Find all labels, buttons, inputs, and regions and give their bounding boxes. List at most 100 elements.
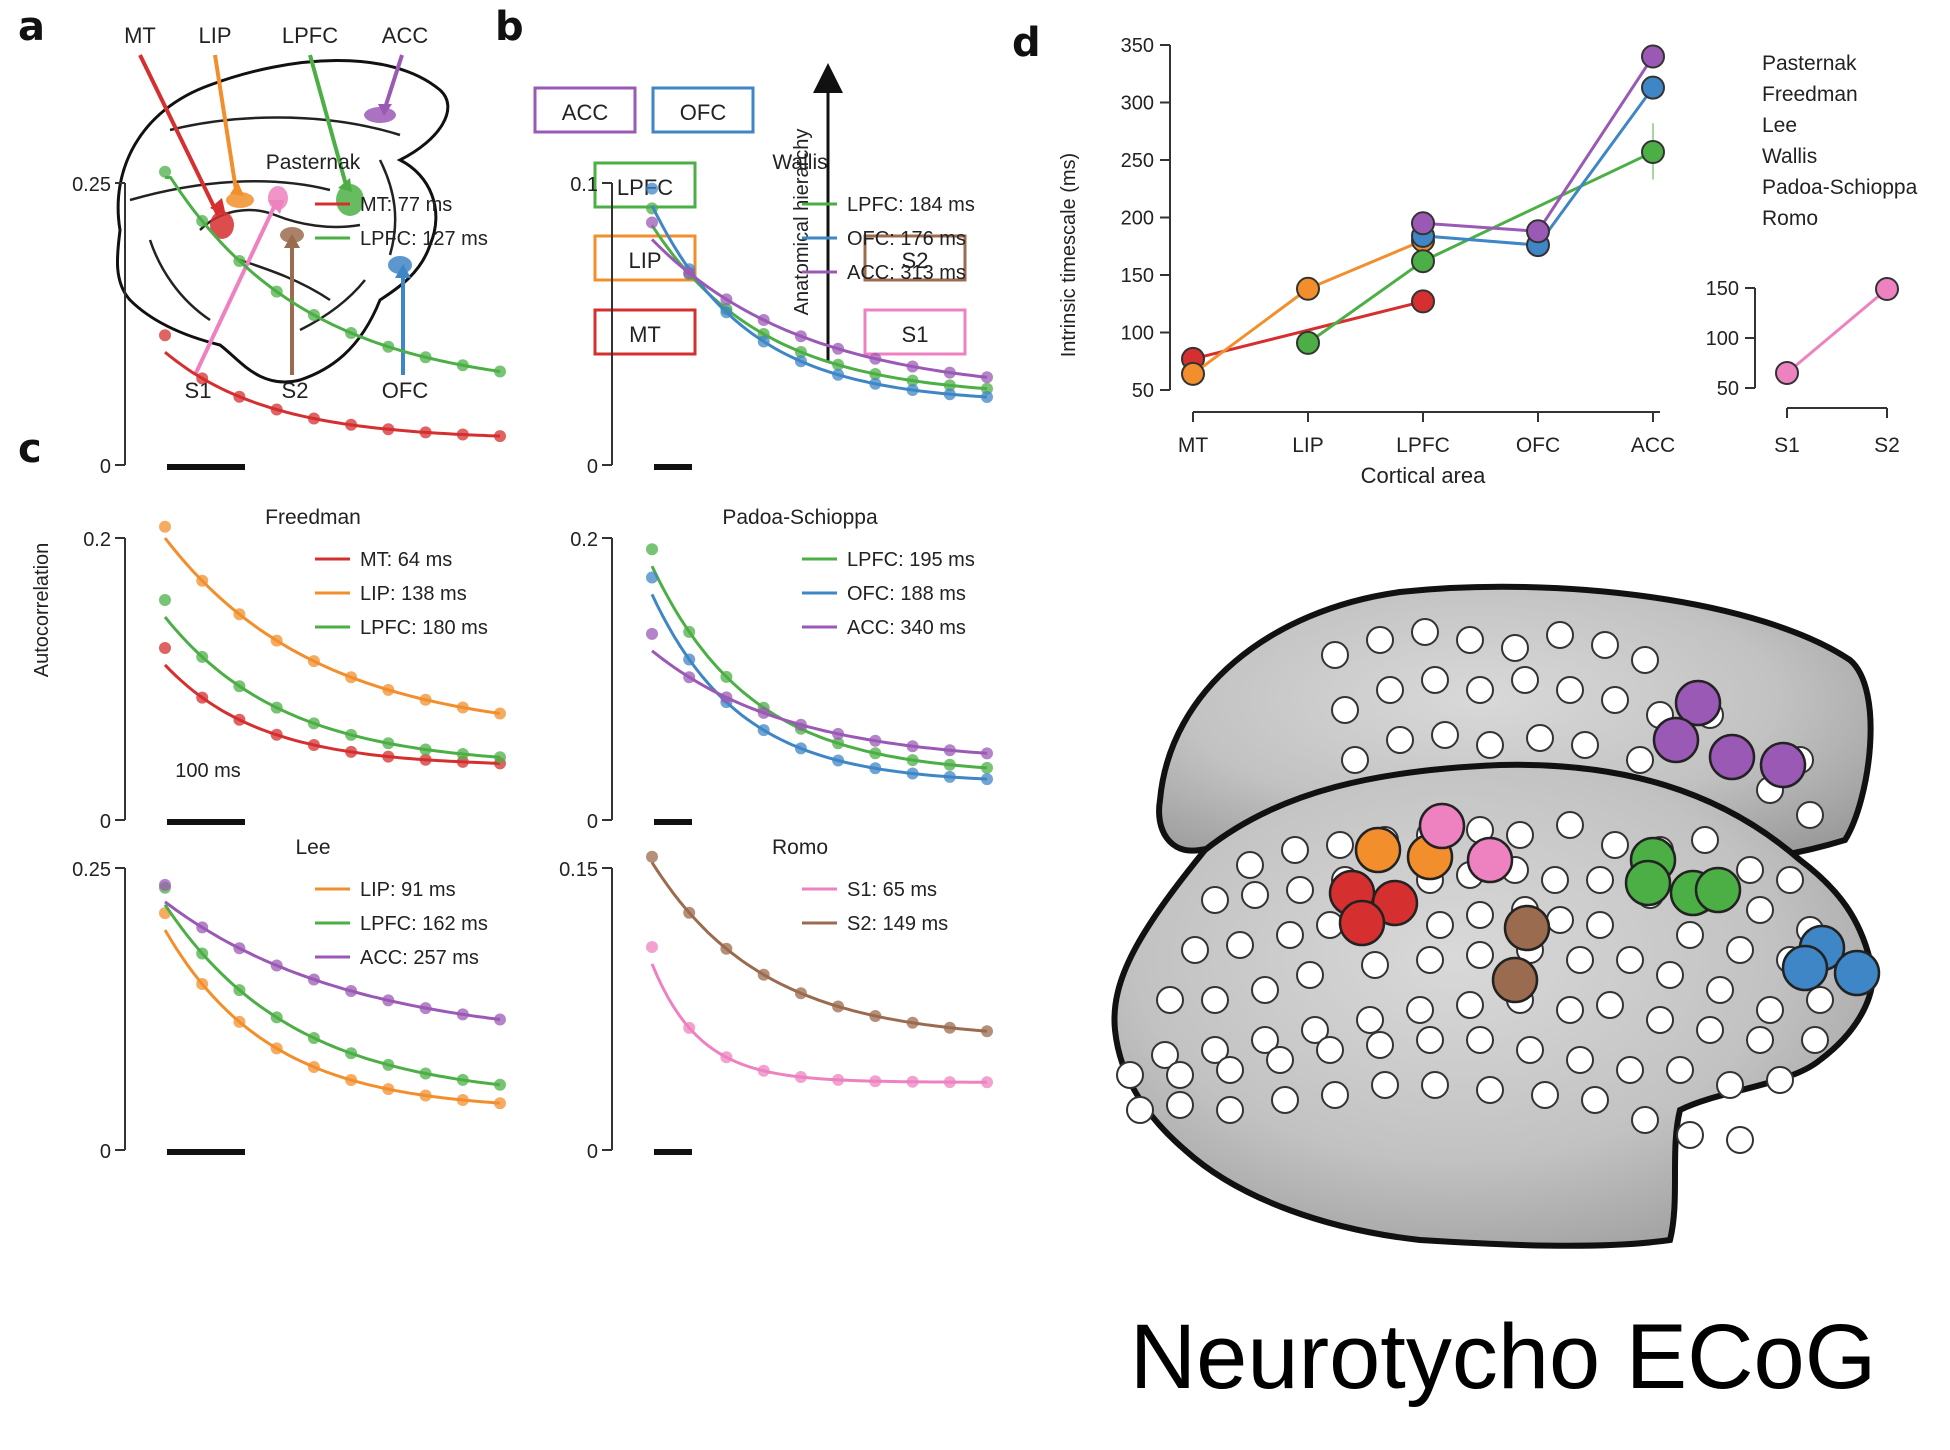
- electrode: [1386, 726, 1414, 754]
- data-point-s1: [794, 1071, 807, 1083]
- data-point-mt: [419, 426, 432, 439]
- panel-c-ylabel: Autocorrelation: [31, 543, 53, 678]
- y-tick-label: 0: [587, 811, 598, 833]
- electrode: [1506, 821, 1534, 849]
- electrode: [1501, 634, 1529, 662]
- electrode: [1556, 996, 1584, 1024]
- autocorr-subplot-lee: 0.25 0 Lee LIP: 91 ms LPFC: 162 ms ACC: 257 m…: [72, 836, 506, 1163]
- y-tick-label: 0: [100, 1141, 111, 1163]
- electrode: [1416, 946, 1444, 974]
- electrode: [1366, 1031, 1394, 1059]
- panel-letter-b: b: [495, 4, 524, 50]
- electrode: [1326, 831, 1354, 859]
- electrode: [1646, 1006, 1674, 1034]
- chart-y-tick-label: 100: [1121, 323, 1154, 345]
- data-point-mt: [307, 412, 320, 425]
- electrode: [1566, 946, 1594, 974]
- data-point-s2: [981, 1025, 993, 1038]
- electrode: [1726, 936, 1754, 964]
- data-point-lip: [345, 671, 358, 684]
- data-point-acc: [720, 691, 733, 704]
- subplot-title: Pasternak: [266, 151, 361, 174]
- legend-entry-lpfc: LPFC: 184 ms: [847, 194, 975, 216]
- legend-entry-ofc: OFC: 176 ms: [847, 228, 966, 250]
- chart-x-tick-label: LIP: [1292, 434, 1324, 457]
- data-point-s2: [683, 906, 696, 919]
- electrode: [1586, 911, 1614, 939]
- box-lip-label: LIP: [628, 248, 661, 273]
- data-point-lpfc: [159, 594, 171, 606]
- data-point-mt: [307, 739, 320, 751]
- arrow-s1: [193, 204, 277, 376]
- data-point-acc: [757, 314, 770, 326]
- electrode: [1746, 896, 1774, 924]
- series-point-lee: [1641, 140, 1665, 164]
- arrowhead-lip: [230, 182, 244, 196]
- electrode: [1411, 618, 1439, 646]
- fit-curve-lip: [163, 929, 501, 1105]
- electrode: [1581, 1086, 1609, 1114]
- chart-legend-pasternak: Pasternak: [1762, 52, 1857, 75]
- data-point-acc: [345, 985, 358, 997]
- electrode: [1406, 996, 1434, 1024]
- legend-entry-lpfc: LPFC: 127 ms: [360, 228, 488, 250]
- label-lip: LIP: [198, 23, 231, 48]
- data-point-lpfc: [456, 1073, 469, 1086]
- electrode: [1776, 866, 1804, 894]
- data-point-ofc: [832, 368, 845, 381]
- data-point-lpfc: [494, 1078, 506, 1091]
- subplot-title: Padoa-Schioppa: [722, 506, 878, 529]
- electrode: [1201, 986, 1229, 1014]
- inset-line: [1786, 287, 1888, 375]
- box-s1-label: S1: [902, 322, 929, 347]
- data-point-ofc: [869, 762, 882, 775]
- data-point-lip: [196, 978, 209, 990]
- brain-sulcus: [169, 116, 401, 137]
- electrode: [1616, 946, 1644, 974]
- fit-curve-lpfc: [163, 903, 501, 1087]
- inset-y-tick-label: 50: [1717, 378, 1739, 400]
- data-point-lpfc: [233, 984, 246, 997]
- inset-y-tick-label: 150: [1706, 278, 1739, 300]
- electrode: [1526, 724, 1554, 752]
- label-s2: S2: [282, 378, 309, 403]
- data-point-ofc: [906, 767, 919, 780]
- data-point-lpfc: [906, 374, 919, 387]
- data-point-lpfc: [345, 728, 358, 741]
- electrode-lpfc: [1624, 859, 1672, 907]
- data-point-lpfc: [981, 382, 993, 395]
- electrode: [1226, 931, 1254, 959]
- data-point-ofc: [757, 335, 770, 348]
- electrode: [1746, 1026, 1774, 1054]
- chart-y-tick-label: 50: [1132, 380, 1154, 402]
- data-point-acc: [794, 330, 807, 343]
- panel-a-brain-diagram: MT LIP LPFC ACC S1 S2 OFC: [115, 23, 450, 403]
- chart-legend-wallis: Wallis: [1762, 145, 1817, 168]
- data-point-lip: [345, 1074, 358, 1086]
- inset-x-tick-label: S1: [1774, 434, 1800, 457]
- electrode-acc: [1759, 741, 1807, 789]
- electrode: [1421, 1071, 1449, 1099]
- data-point-lpfc: [456, 748, 469, 760]
- data-point-s1: [646, 941, 658, 953]
- electrode: [1151, 1041, 1179, 1069]
- box-ofc: [651, 86, 755, 134]
- data-point-lpfc: [382, 340, 395, 353]
- data-point-lpfc: [419, 743, 432, 756]
- series-line-pasternak: [1192, 299, 1424, 361]
- data-point-acc: [794, 718, 807, 731]
- chart-x-tick-label: LPFC: [1396, 434, 1450, 457]
- data-point-mt: [456, 428, 469, 441]
- data-point-acc: [196, 921, 209, 934]
- autocorr-subplot-wallis: 0.1 0 Wallis LPFC: 184 ms OFC: 176 ms ACC: 31…: [570, 151, 993, 478]
- electrode: [1546, 621, 1574, 649]
- data-point-mt: [270, 403, 283, 416]
- electrode: [1626, 746, 1654, 774]
- autocorr-subplot-romo: 0.15 0 Romo S1: 65 ms S2: 149 ms: [559, 836, 993, 1163]
- y-tick-label: 0.2: [570, 529, 598, 551]
- brain-sulcus: [148, 239, 211, 322]
- electrode: [1541, 866, 1569, 894]
- data-point-lip: [456, 1094, 469, 1106]
- fit-curve-ofc: [650, 204, 988, 399]
- box-lpfc-label: LPFC: [617, 175, 673, 200]
